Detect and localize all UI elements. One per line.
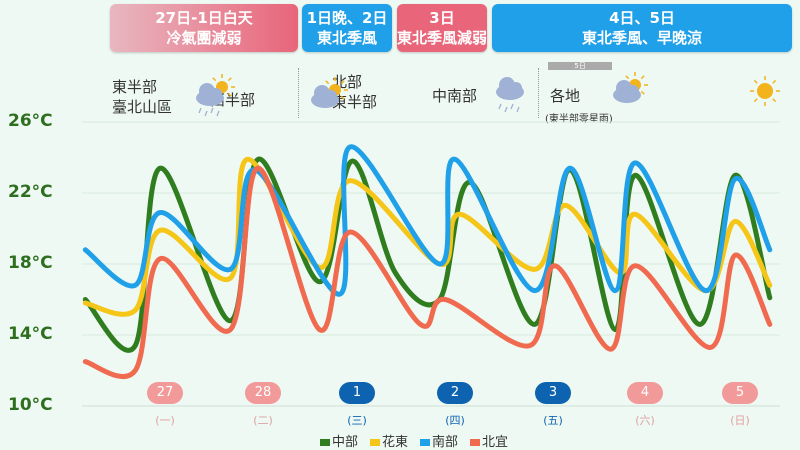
legend-item: 花東 bbox=[370, 431, 408, 450]
note: (東半部零星雨) bbox=[545, 114, 613, 125]
y-tick-label: 26°C bbox=[8, 111, 53, 131]
y-tick-label: 10°C bbox=[8, 395, 53, 415]
day-badge: 5 bbox=[722, 382, 758, 404]
legend-label: 南部 bbox=[432, 435, 459, 450]
header-period-2: 1日晚、2日 東北季風 bbox=[302, 4, 392, 52]
east-region-label: 東半部 臺北山區 bbox=[112, 77, 172, 117]
series-line-2 bbox=[82, 144, 773, 297]
all-region-label: 各地 bbox=[550, 87, 581, 105]
header-line: 27日-1日白天 bbox=[155, 9, 253, 27]
sun-cloud-icon bbox=[613, 72, 648, 103]
legend-item: 南部 bbox=[420, 431, 458, 450]
legend: 中部 花東 南部 北宜 bbox=[320, 431, 508, 450]
label: 臺北山區 bbox=[112, 98, 173, 116]
central-south-label: 中南部 bbox=[432, 87, 478, 105]
series-line-0 bbox=[82, 156, 773, 353]
weekday-label: (五) bbox=[543, 414, 563, 427]
legend-label: 中部 bbox=[332, 435, 359, 450]
weekday-label: (一) bbox=[155, 414, 175, 427]
weekday-label: (三) bbox=[347, 414, 367, 427]
day-badge: 2 bbox=[437, 382, 473, 404]
y-tick-label: 18°C bbox=[8, 253, 53, 273]
header-period-4: 4日、5日東北季風、早晚涼 bbox=[492, 4, 792, 52]
divider bbox=[298, 68, 299, 118]
header-line: 4日、5日 bbox=[609, 9, 675, 27]
header-line: 東北季風減弱 bbox=[397, 29, 488, 47]
sun-icon bbox=[750, 76, 780, 106]
day-badge: 1 bbox=[339, 382, 375, 404]
y-tick-label: 22°C bbox=[8, 182, 53, 202]
weekday-label: (日) bbox=[730, 414, 750, 427]
header-line: 冷氣團減弱 bbox=[166, 29, 242, 47]
header-line: 3日 bbox=[429, 9, 455, 27]
sun-cloud-icon bbox=[311, 77, 348, 108]
cloud-rain-icon bbox=[496, 77, 524, 113]
legend-swatch bbox=[470, 439, 481, 446]
day5-tag: 5日 bbox=[548, 62, 612, 70]
day-badge: 27 bbox=[147, 382, 183, 404]
weekday-label: (二) bbox=[253, 414, 273, 427]
weekday-label: (六) bbox=[635, 414, 655, 427]
legend-swatch bbox=[370, 439, 381, 446]
label: 東半部 bbox=[112, 78, 158, 96]
header-period-3: 3日東北季風減弱 bbox=[397, 4, 487, 52]
series-line-3 bbox=[82, 165, 773, 379]
legend-swatch bbox=[420, 439, 431, 446]
y-tick-label: 14°C bbox=[8, 324, 53, 344]
legend-item: 北宜 bbox=[470, 431, 508, 450]
header-line: 東北季風 bbox=[316, 29, 377, 47]
legend-swatch bbox=[320, 439, 330, 446]
legend-label: 北宜 bbox=[482, 435, 509, 450]
header-line: 東北季風、早晚涼 bbox=[581, 29, 702, 47]
day-badge: 3 bbox=[535, 382, 571, 404]
sun-cloud-rain-icon bbox=[196, 74, 235, 117]
legend-label: 花東 bbox=[382, 435, 409, 450]
legend-item: 中部 bbox=[320, 431, 358, 450]
weekday-label: (四) bbox=[445, 414, 465, 427]
divider bbox=[538, 68, 539, 118]
day-badge: 28 bbox=[245, 382, 281, 404]
header-period-1: 27日-1日白天 冷氣團減弱 bbox=[110, 4, 298, 52]
day-badge: 4 bbox=[627, 382, 663, 404]
header-line: 1日晚、2日 bbox=[306, 9, 388, 27]
